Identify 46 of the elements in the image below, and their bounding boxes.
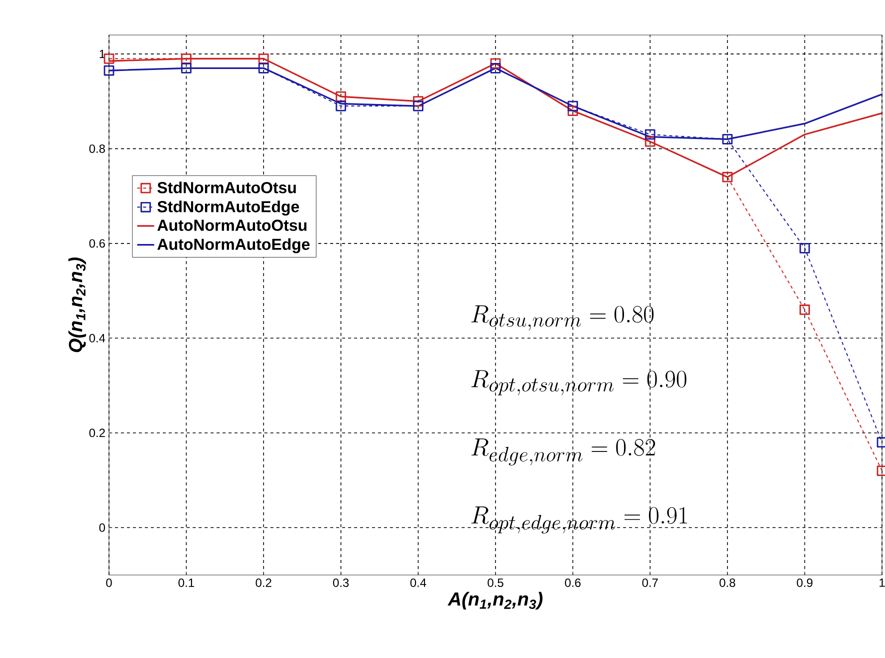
point (800, 304, 810, 315)
point (722, 134, 733, 144)
x-tick-label: 0.9 (796, 578, 812, 587)
point (181, 62, 192, 74)
x-tick-label: 0 (106, 578, 112, 587)
x-tick-label: 0.8 (720, 578, 736, 587)
y-axis-title: Q(n$_{1}$,n$_{2}$,n$_{3}$) (68, 257, 86, 352)
x-tick-label: 0.6 (564, 578, 581, 587)
point (104, 53, 114, 64)
y-tick-label: 0.6 (89, 239, 105, 248)
point (413, 96, 424, 106)
x-axis-title: A(n$_{1}$,n$_{2}$,n$_{3}$) (448, 592, 542, 610)
legend-label: StdNormAutoOtsu (157, 182, 296, 194)
y-tick-label: 0 (99, 523, 106, 532)
point (413, 100, 424, 112)
x-tick-label: 0.7 (642, 578, 658, 587)
point (104, 65, 114, 76)
y-tick-label: 0.8 (89, 144, 105, 153)
point (644, 129, 656, 140)
point (568, 100, 578, 112)
point (490, 58, 501, 69)
annotation: $R_{opt,edge,norm} = 0.91$ (471, 506, 688, 534)
point (490, 62, 501, 74)
annotation: $R_{otsu,norm} = 0.80$ (471, 305, 654, 330)
x-tick-label: 1 (880, 578, 885, 587)
point (258, 62, 269, 74)
point (181, 53, 192, 64)
point (336, 100, 346, 112)
point (644, 136, 656, 147)
legend-label: AutoNormAutoEdge (157, 238, 310, 254)
x-tick-label: 0.2 (256, 578, 272, 587)
annotation: $R_{opt,otsu,norm} = 0.90$ (471, 370, 686, 396)
point (258, 53, 269, 64)
y-tick-label: 0.4 (89, 334, 106, 342)
legend-label: AutoNormAutoOtsu (157, 220, 306, 231)
x-tick-label: 0.3 (333, 578, 349, 587)
x-tick-label: 0.1 (178, 578, 194, 587)
point (568, 106, 578, 116)
y-tick-label: 0.2 (89, 428, 105, 438)
point (336, 91, 346, 102)
annotation: $R_{edge,norm} = 0.82$ (471, 438, 656, 466)
point (722, 172, 733, 182)
legend-label: StdNormAutoEdge (157, 200, 300, 216)
x-tick-label: 0.5 (488, 578, 504, 587)
point (800, 242, 810, 254)
x-tick-label: 0.4 (410, 578, 426, 587)
